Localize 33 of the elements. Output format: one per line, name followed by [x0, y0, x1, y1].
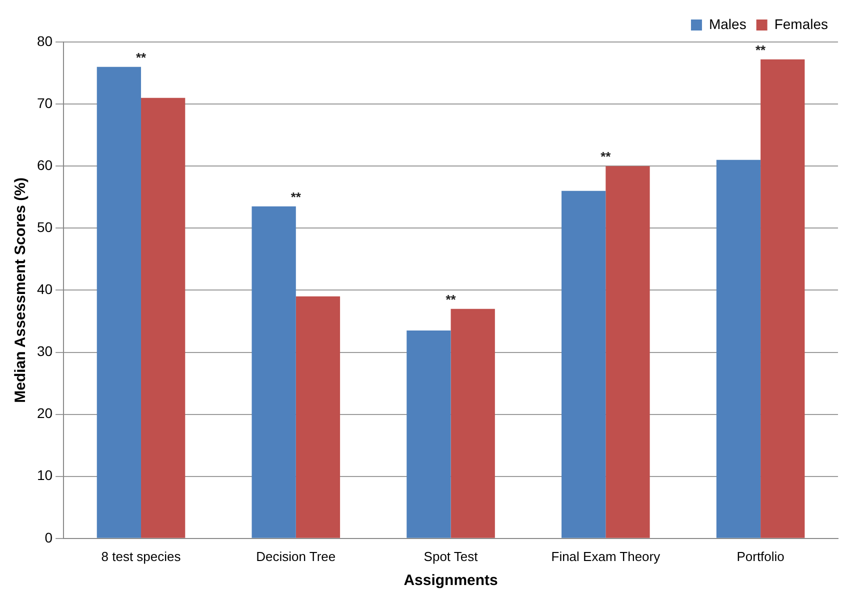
bar — [760, 59, 805, 538]
x-tick-label: Decision Tree — [256, 548, 336, 564]
legend-label: Males — [708, 16, 746, 32]
annotation: ** — [446, 292, 457, 307]
y-tick-label: 60 — [36, 156, 53, 173]
annotation: ** — [136, 50, 148, 65]
y-axis-title: Median Assessment Scores (%) — [12, 178, 30, 403]
bar — [562, 190, 606, 538]
x-tick-label: Portfolio — [736, 548, 784, 564]
x-tick-label: Final Exam Theory — [551, 548, 661, 564]
annotation: ** — [600, 149, 612, 164]
y-tick-label: 0 — [44, 529, 53, 546]
annotation: ** — [290, 190, 302, 205]
y-tick-label: 80 — [36, 32, 53, 49]
y-tick-label: 70 — [36, 94, 53, 111]
x-tick-label: 8 test species — [101, 548, 182, 564]
x-tick-label: Spot Test — [424, 548, 478, 564]
y-tick-label: 40 — [36, 281, 53, 298]
bar — [252, 206, 296, 538]
y-tick-label: 10 — [36, 467, 53, 484]
bar — [406, 330, 451, 538]
y-tick-label: 30 — [36, 343, 53, 360]
legend-label: Females — [774, 16, 828, 32]
bar — [606, 166, 650, 538]
y-tick-label: 20 — [36, 405, 53, 422]
bar — [141, 98, 186, 538]
bar — [296, 296, 340, 538]
bar — [716, 160, 761, 538]
y-tick-label: 50 — [36, 219, 53, 236]
annotation: ** — [755, 42, 767, 58]
bar — [96, 66, 142, 538]
bar — [450, 308, 495, 538]
x-axis-title: Assignments — [404, 572, 498, 590]
